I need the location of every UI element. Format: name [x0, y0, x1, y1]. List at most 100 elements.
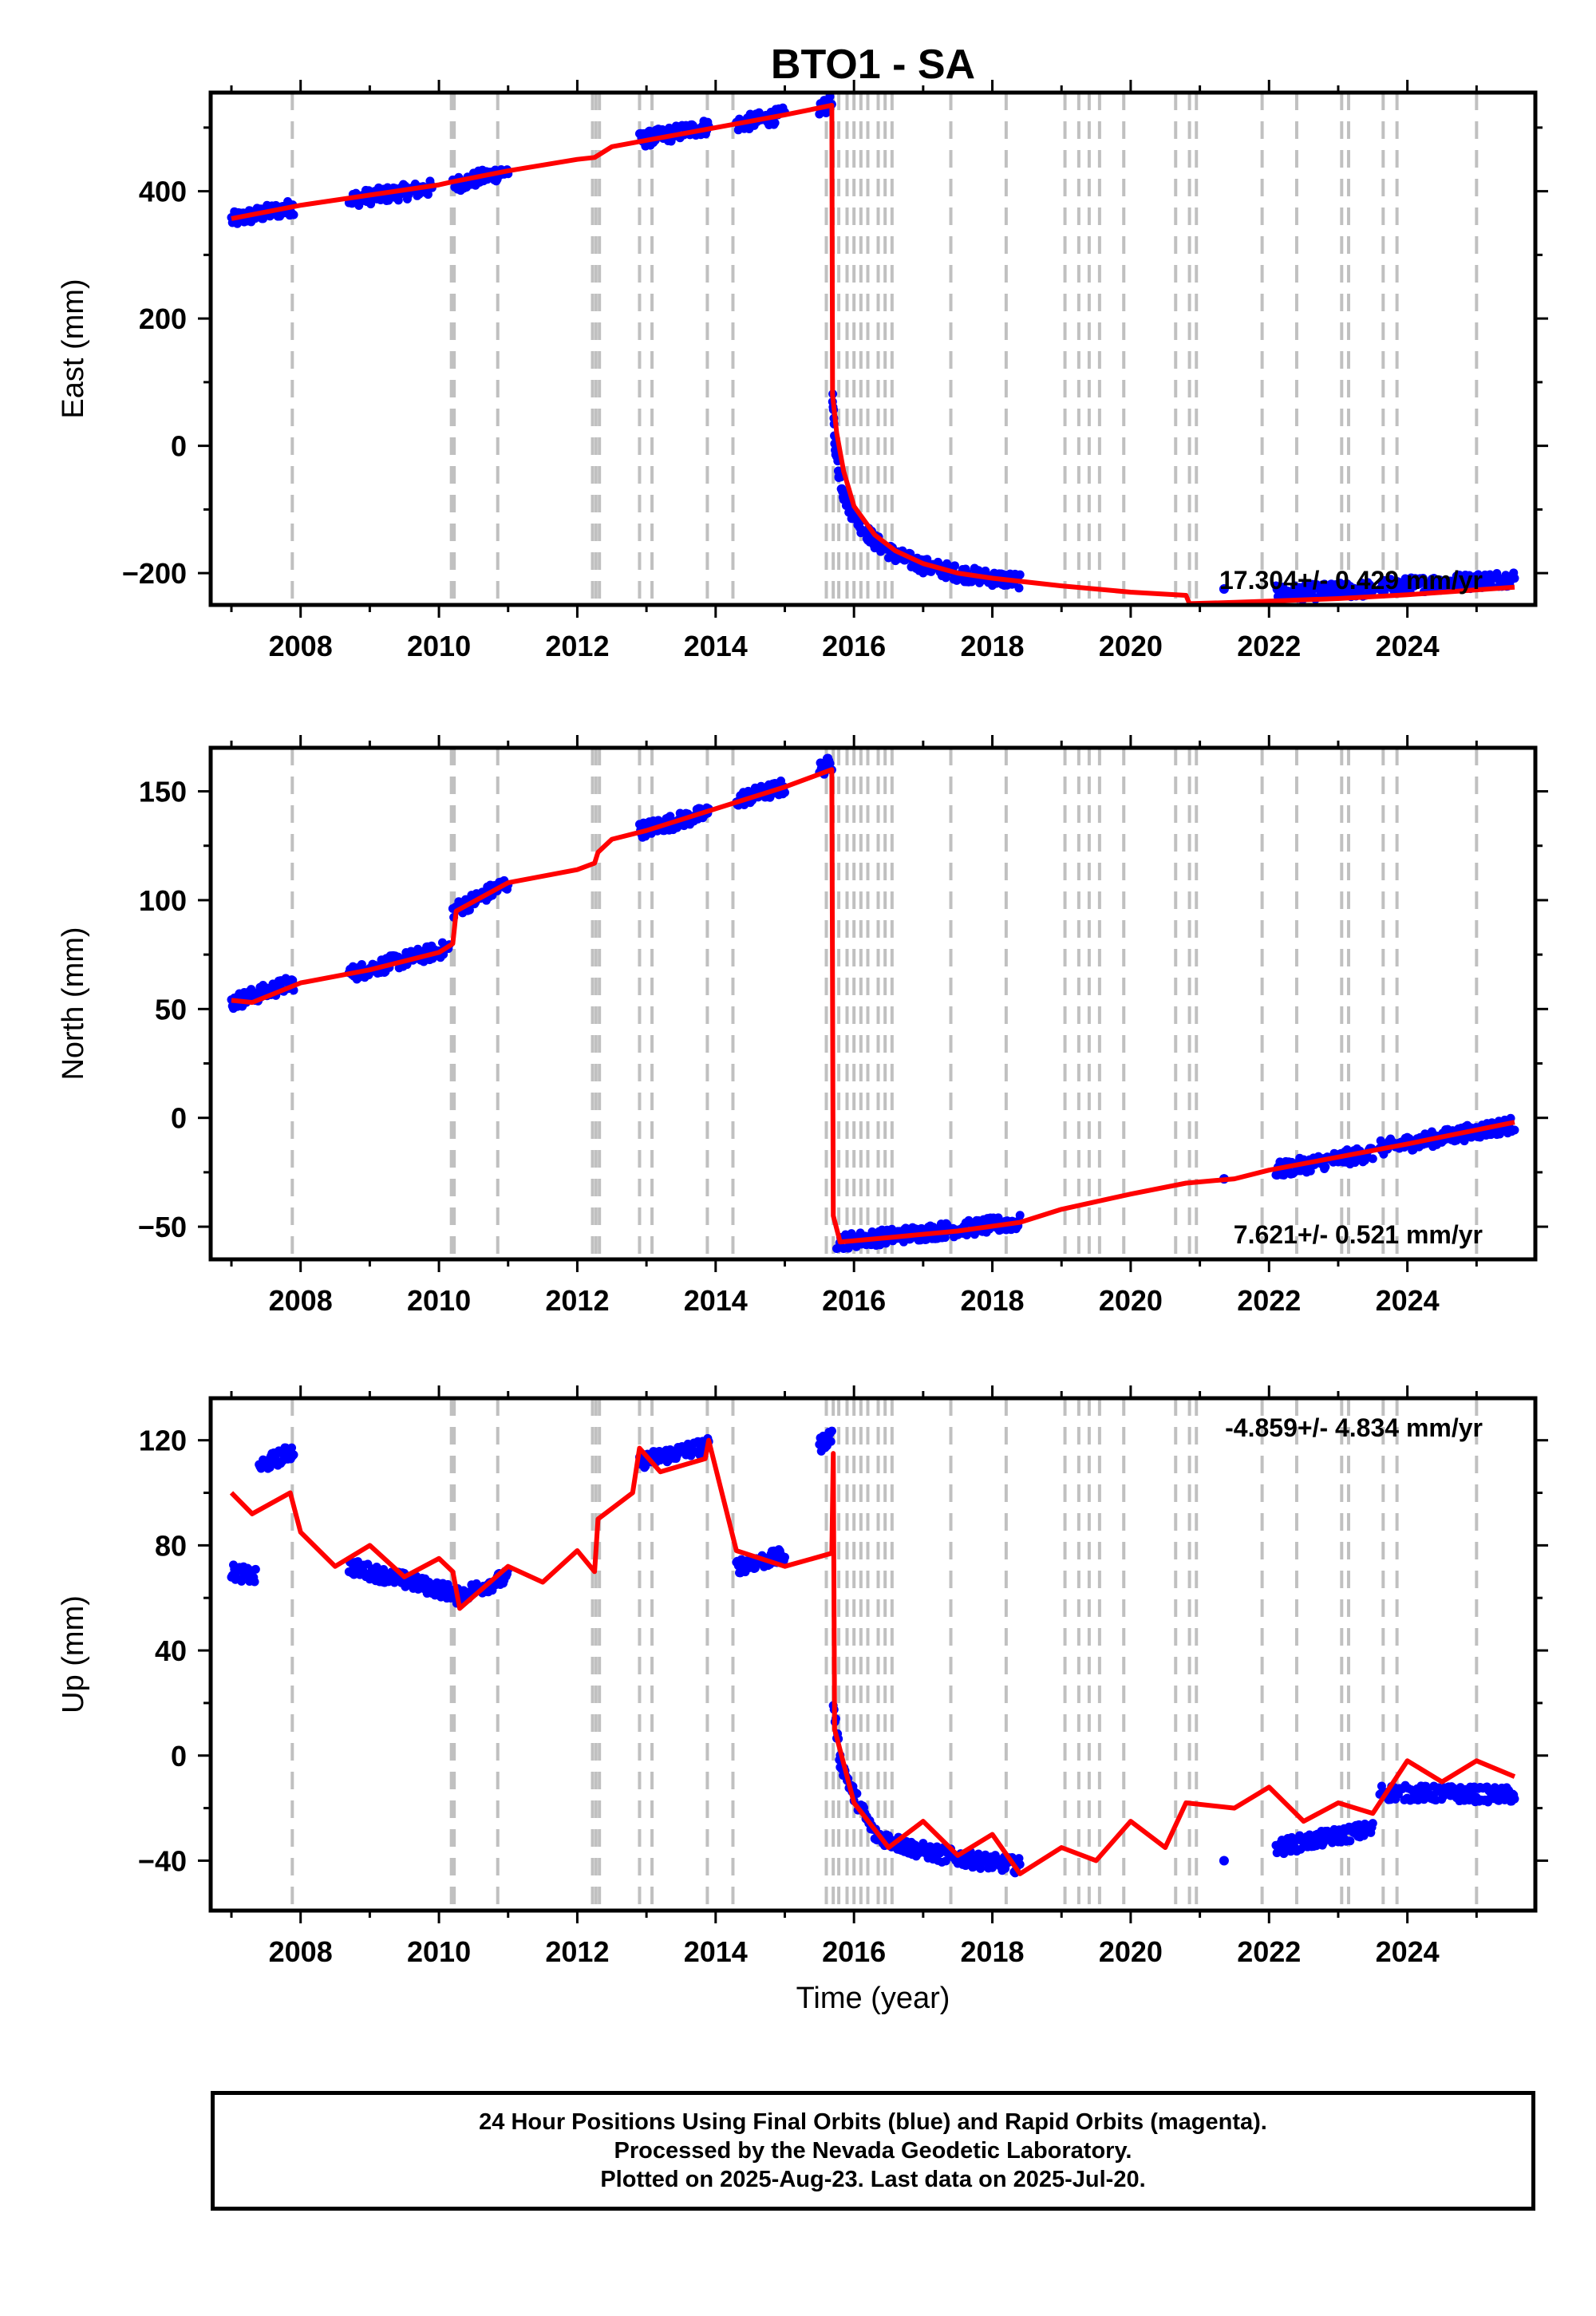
data-point: [289, 1450, 298, 1460]
data-point: [780, 788, 789, 797]
panel-1: 2008 2010 2012 2014 2016 2018 2020 2022 2024 −200…: [57, 80, 1548, 662]
x-tick-label: 2022: [1237, 1284, 1301, 1317]
x-tick-label: 2022: [1237, 630, 1301, 662]
data-point: [1510, 1125, 1519, 1135]
data-point: [1321, 1162, 1330, 1172]
data-point: [1219, 1856, 1229, 1866]
x-tick-label: 2022: [1237, 1935, 1301, 1968]
y-tick-label: 400: [139, 176, 187, 208]
data-point: [251, 1564, 260, 1574]
y-tick-label: 0: [171, 1740, 187, 1773]
data-point: [940, 1233, 950, 1243]
data-point: [922, 555, 932, 564]
rate-label: -4.859+/- 4.834 mm/yr: [1225, 1413, 1483, 1442]
x-tick-label: 2010: [407, 1935, 471, 1968]
plot-area: [227, 748, 1519, 1259]
x-tick-label: 2016: [822, 1284, 886, 1317]
y-tick-label: −200: [122, 557, 187, 590]
y-tick-label: −50: [138, 1211, 187, 1243]
x-tick-label: 2018: [960, 1935, 1024, 1968]
x-tick-label: 2012: [545, 630, 609, 662]
y-tick-label: 0: [171, 1102, 187, 1135]
x-tick-label: 2024: [1376, 1284, 1440, 1317]
plot-frame: [208, 1396, 1538, 1913]
x-tick-label: 2020: [1099, 630, 1163, 662]
x-tick-label: 2020: [1099, 1284, 1163, 1317]
y-tick-label: 40: [155, 1634, 187, 1667]
data-point: [1345, 1836, 1355, 1846]
data-point: [826, 1437, 836, 1446]
y-axis-label: North (mm): [57, 927, 90, 1080]
x-tick-label: 2016: [822, 1935, 886, 1968]
x-tick-label: 2008: [269, 1935, 333, 1968]
x-tick-label: 2008: [269, 630, 333, 662]
data-point: [289, 210, 298, 219]
x-axis-label: Time (year): [796, 1982, 950, 2015]
y-tick-label: −40: [138, 1844, 187, 1877]
y-tick-label: 120: [139, 1425, 187, 1457]
x-tick-label: 2012: [545, 1935, 609, 1968]
x-tick-label: 2024: [1376, 630, 1440, 662]
x-tick-label: 2010: [407, 630, 471, 662]
y-tick-label: 150: [139, 776, 187, 808]
chart-title: BTO1 - SA: [771, 41, 975, 88]
data-point: [825, 93, 835, 101]
data-point: [1306, 1166, 1315, 1176]
x-tick-label: 2014: [684, 630, 748, 662]
x-tick-label: 2020: [1099, 1935, 1163, 1968]
x-tick-label: 2018: [960, 1284, 1024, 1317]
y-tick-label: 200: [139, 302, 187, 335]
panel-3: 2008 2010 2012 2014 2016 2018 2020 2022 2024 −40 0…: [57, 1385, 1548, 2015]
data-point: [970, 1230, 979, 1239]
data-point: [250, 1577, 259, 1587]
x-tick-label: 2024: [1376, 1935, 1440, 1968]
plot-area: [227, 93, 1519, 605]
y-tick-label: 100: [139, 884, 187, 917]
footer-box: 24 Hour Positions Using Final Orbits (bl…: [211, 2091, 1535, 2211]
data-point: [1510, 574, 1519, 583]
data-point: [1307, 587, 1317, 597]
x-tick-label: 2016: [822, 630, 886, 662]
x-tick-label: 2010: [407, 1284, 471, 1317]
panel-2: 2008 2010 2012 2014 2016 2018 2020 2022 2024 −50 0…: [57, 735, 1548, 1317]
rate-label: 17.304+/- 0.429 mm/yr: [1219, 566, 1483, 595]
data-point: [1015, 570, 1025, 579]
data-point: [950, 561, 959, 571]
y-axis-label: East (mm): [57, 279, 90, 418]
x-tick-label: 2014: [684, 1284, 748, 1317]
y-tick-label: 0: [171, 430, 187, 463]
data-point: [852, 1788, 862, 1798]
data-point: [288, 975, 298, 985]
data-point: [1219, 584, 1229, 595]
data-point: [1015, 1211, 1025, 1220]
data-point: [1368, 1819, 1377, 1828]
x-tick-label: 2018: [960, 630, 1024, 662]
model-line: [231, 767, 1515, 1245]
plot-area: [227, 1398, 1519, 1911]
data-point: [1368, 1154, 1377, 1164]
plot-frame: [208, 90, 1538, 607]
data-point: [1368, 586, 1377, 595]
data-point: [780, 1552, 789, 1562]
footer-line-1: 24 Hour Positions Using Final Orbits (bl…: [479, 2109, 1267, 2135]
y-axis-label: Up (mm): [57, 1595, 90, 1713]
data-point: [1014, 583, 1024, 593]
model-line: [231, 103, 1515, 605]
x-tick-label: 2014: [684, 1935, 748, 1968]
x-tick-label: 2012: [545, 1284, 609, 1317]
data-point: [827, 1426, 836, 1436]
rate-label: 7.621+/- 0.521 mm/yr: [1234, 1220, 1483, 1249]
plot-frame: [208, 745, 1538, 1262]
x-tick-label: 2008: [269, 1284, 333, 1317]
data-point: [287, 1443, 297, 1452]
y-tick-label: 50: [155, 993, 187, 1026]
footer-line-2: Processed by the Nevada Geodetic Laborat…: [614, 2138, 1132, 2164]
data-point: [265, 1463, 275, 1472]
data-point: [423, 190, 433, 200]
data-point: [464, 905, 474, 915]
y-tick-label: 80: [155, 1529, 187, 1562]
data-point: [1510, 1794, 1519, 1804]
model-line: [229, 1437, 1516, 1876]
footer-line-3: Plotted on 2025-Aug-23. Last data on 202…: [600, 2167, 1146, 2192]
